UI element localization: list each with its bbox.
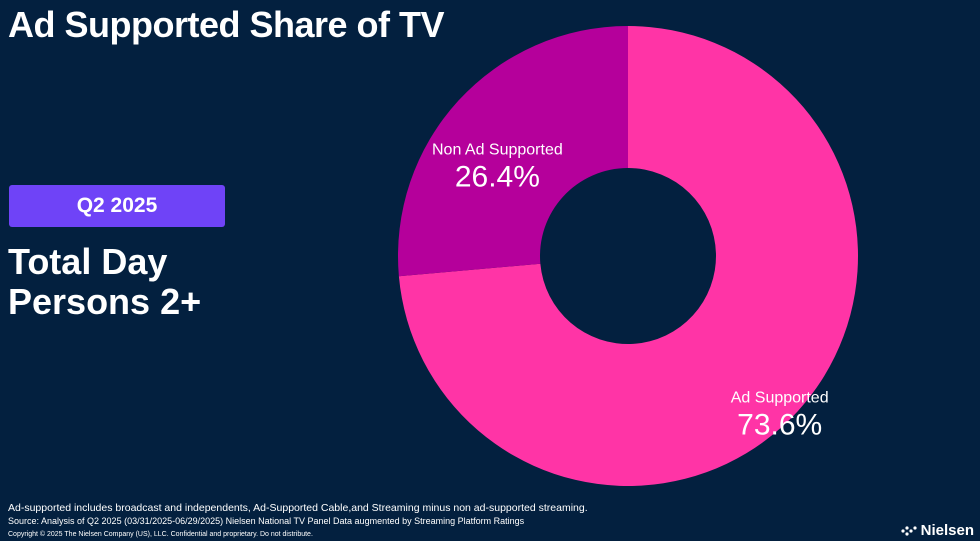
donut-slice-ad-supported [398, 26, 858, 486]
chart-subtitle: Total Day Persons 2+ [8, 242, 201, 322]
slice-value-label: 73.6% [737, 408, 822, 441]
brand-name: Nielsen [920, 522, 974, 539]
donut-chart: Ad Supported 73.6% Non Ad Supported 26.4% [398, 26, 858, 486]
footnote-source: Source: Analysis of Q2 2025 (03/31/2025-… [8, 516, 525, 526]
footnote-definition: Ad-supported includes broadcast and inde… [8, 502, 588, 514]
slice-label: Non Ad Supported [432, 142, 563, 159]
nielsen-dots-icon [901, 525, 917, 536]
subtitle-line-1: Total Day [8, 241, 168, 282]
page-title: Ad Supported Share of TV [8, 4, 445, 45]
period-badge-label: Q2 2025 [76, 194, 158, 217]
donut-slice-non-ad-supported [398, 26, 628, 277]
footnote-copyright: Copyright © 2025 The Nielsen Company (US… [8, 531, 313, 538]
brand-logo: Nielsen [901, 522, 974, 539]
footnotes: Ad-supported includes broadcast and inde… [8, 502, 588, 541]
slice-value-label: 26.4% [455, 161, 540, 194]
period-badge: Q2 2025 [9, 185, 225, 227]
subtitle-line-2: Persons 2+ [8, 281, 202, 322]
slice-label: Ad Supported [731, 389, 829, 406]
